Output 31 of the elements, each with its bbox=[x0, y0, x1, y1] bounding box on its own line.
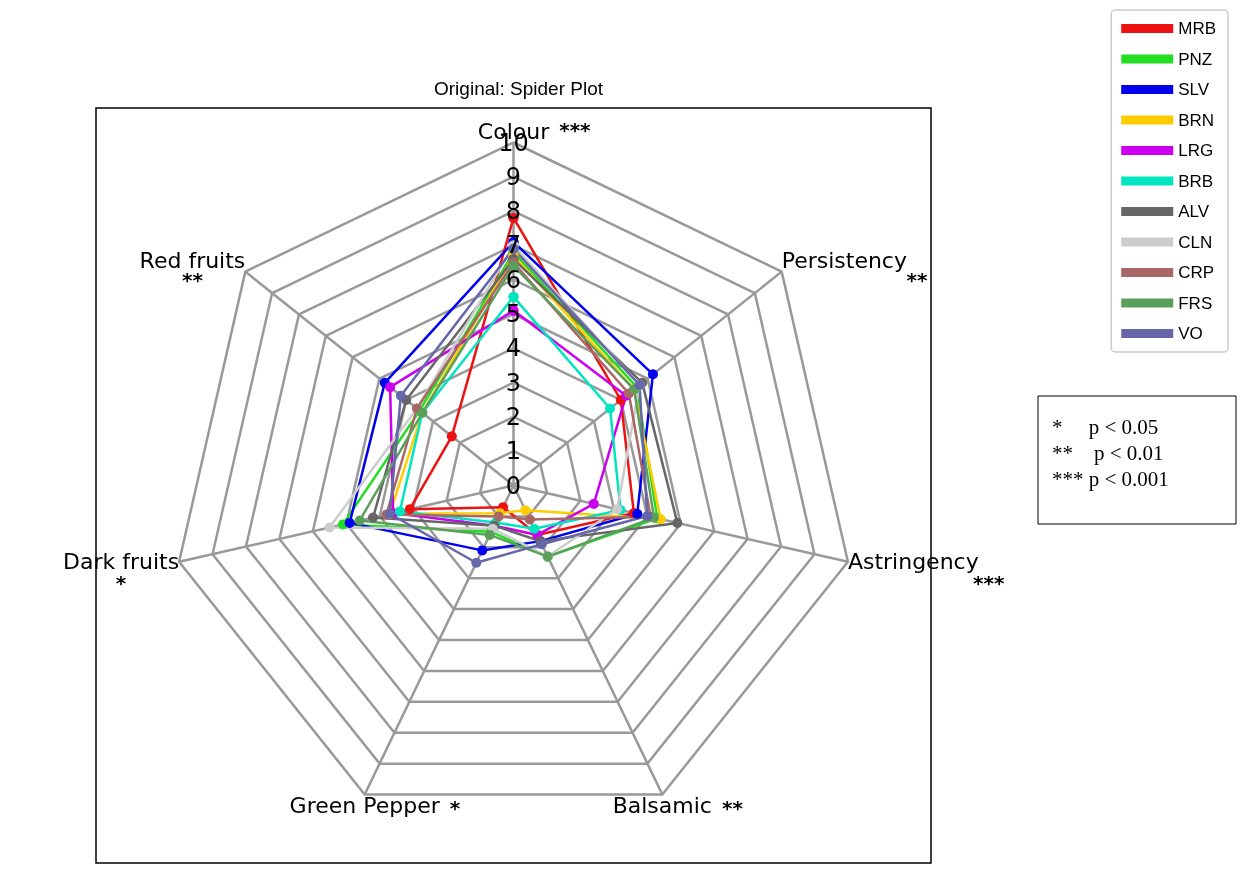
text: * bbox=[449, 795, 461, 820]
text: * p < 0.05 bbox=[1052, 414, 1159, 439]
text: * bbox=[115, 570, 127, 595]
legend-label: VO bbox=[1178, 324, 1203, 343]
text: *** bbox=[559, 117, 592, 142]
legend-label: PNZ bbox=[1178, 49, 1213, 69]
spoke-label: Persistency bbox=[781, 248, 907, 274]
text: ** bbox=[906, 267, 928, 292]
text: ** bbox=[721, 795, 744, 820]
legend-label: SLV bbox=[1178, 80, 1210, 99]
legend-label: LRG bbox=[1178, 141, 1214, 160]
y-tick-label: 6 bbox=[505, 265, 522, 294]
text: *** bbox=[973, 570, 1005, 595]
legend-label: CRP bbox=[1178, 263, 1215, 282]
spoke-label: Green Pepper bbox=[289, 793, 441, 819]
legend-label: CLN bbox=[1178, 232, 1213, 252]
legend-label: ALV bbox=[1178, 202, 1210, 221]
y-tick-label: 1 bbox=[505, 437, 522, 466]
legend-label: BRB bbox=[1178, 171, 1214, 191]
y-tick-label: 0 bbox=[505, 471, 522, 500]
text: ** p < 0.01 bbox=[1052, 440, 1164, 465]
y-tick-label: 2 bbox=[505, 402, 522, 431]
y-tick-label: 3 bbox=[505, 368, 522, 397]
text: Original: Spider Plot bbox=[434, 78, 604, 99]
y-tick-label: 9 bbox=[505, 162, 522, 191]
legend-label: BRN bbox=[1178, 110, 1215, 130]
legend-label: MRB bbox=[1178, 19, 1216, 38]
legend-label: FRS bbox=[1178, 293, 1213, 313]
y-tick-label: 4 bbox=[505, 334, 522, 363]
text: *** p < 0.001 bbox=[1052, 466, 1169, 491]
spoke-label: Balsamic bbox=[612, 793, 712, 819]
